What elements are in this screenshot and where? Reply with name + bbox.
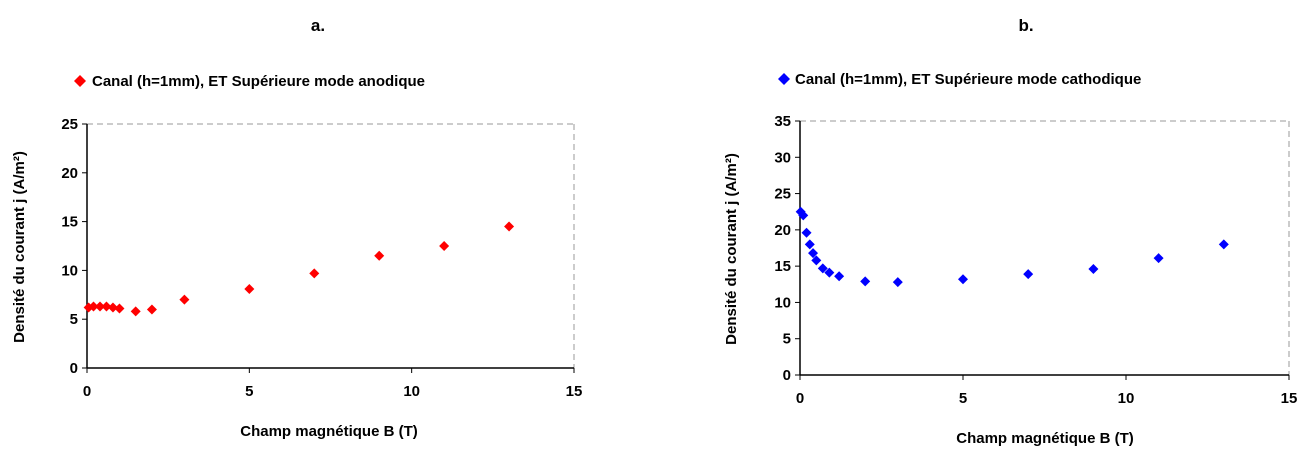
chart-b-legend-label: Canal (h=1mm), ET Supérieure mode cathod… (795, 71, 1141, 88)
chart-b-x-tick-label: 0 (796, 390, 804, 407)
chart-b-x-tick-label: 10 (1118, 390, 1135, 407)
chart-b-data-point (860, 276, 871, 287)
chart-a-data-point (114, 303, 125, 314)
chart-a-x-tick-label: 10 (403, 383, 420, 400)
chart-b-x-axis-title: Champ magnétique B (T) (956, 430, 1134, 447)
chart-a-x-tick-label: 5 (245, 383, 253, 400)
chart-a-y-tick-label: 25 (61, 116, 78, 133)
chart-a-data-point (244, 283, 255, 294)
chart-a-legend-label: Canal (h=1mm), ET Supérieure mode anodiq… (92, 73, 425, 90)
chart-b-x-tick-label: 5 (959, 390, 967, 407)
chart-a-data-point (130, 306, 141, 317)
chart-a-x-axis-title: Champ magnétique B (T) (240, 423, 418, 440)
chart-a-y-tick-label: 10 (61, 262, 78, 279)
chart-a-data-point (179, 294, 190, 305)
chart-a-data-point (146, 304, 157, 315)
chart-b-data-point (892, 277, 903, 288)
chart-a-y-tick-label: 5 (70, 311, 78, 328)
chart-b-y-tick-label: 30 (774, 149, 791, 166)
chart-a-plot-area: 0 5 10 15 20 25 0 5 10 15 (61, 116, 582, 400)
chart-b-y-tick-label: 20 (774, 222, 791, 239)
chart-b-data-point (958, 274, 968, 285)
chart-b-data-point (834, 271, 845, 282)
chart-b-y-tick-label: 0 (783, 367, 791, 384)
chart-a-data-point (107, 302, 118, 313)
chart-b-data-point (808, 248, 819, 259)
chart-b-y-tick-label: 5 (783, 331, 791, 348)
chart-a: a. Canal (h=1mm), ET Supérieure mode ano… (11, 16, 582, 440)
chart-a-data-point (94, 301, 105, 312)
chart-b-data-point (817, 263, 828, 274)
chart-a-data-point (504, 221, 515, 232)
chart-a-y-tick-label: 20 (61, 165, 78, 182)
chart-b-data-point (811, 255, 822, 266)
chart-a-legend: Canal (h=1mm), ET Supérieure mode anodiq… (74, 73, 425, 90)
chart-b-y-tick-label: 25 (774, 186, 791, 203)
chart-a-x-tick-label: 0 (83, 383, 91, 400)
chart-b-data-point (1153, 253, 1164, 264)
chart-b-data-point (1023, 269, 1034, 280)
chart-b-y-tick-label: 10 (774, 294, 791, 311)
chart-b-data-point (824, 267, 835, 278)
chart-b-y-axis-title: Densité du courant j (A/m²) (723, 153, 740, 345)
chart-b-panel-label: b. (1018, 16, 1033, 35)
chart-b-x-tick-label: 15 (1281, 390, 1298, 407)
chart-b-data-point (798, 210, 809, 221)
chart-b-plot-area: 0 5 10 15 20 25 30 35 0 5 10 15 (774, 113, 1297, 407)
chart-a-panel-label: a. (311, 16, 325, 35)
chart-a-data-point (88, 301, 99, 312)
chart-a-y-tick-label: 0 (70, 360, 78, 377)
chart-b-data-point (804, 239, 815, 250)
chart-a-data-point (374, 250, 385, 261)
chart-a-data-point (101, 301, 112, 312)
chart-a-data-point (309, 268, 320, 279)
chart-b-data-point (801, 227, 812, 238)
chart-b-y-tick-label: 15 (774, 258, 791, 275)
chart-b-legend: Canal (h=1mm), ET Supérieure mode cathod… (778, 71, 1141, 88)
chart-a-y-axis-title: Densité du courant j (A/m²) (11, 151, 28, 343)
chart-a-x-tick-label: 15 (566, 383, 583, 400)
chart-b-data-point (1088, 264, 1099, 275)
chart-a-data-point (439, 241, 450, 251)
chart-b-y-tick-label: 35 (774, 113, 791, 130)
chart-b: b. Canal (h=1mm), ET Supérieure mode cat… (723, 16, 1297, 447)
chart-b-legend-marker (778, 73, 790, 85)
chart-a-legend-marker (74, 75, 86, 87)
chart-b-data-point (1218, 239, 1229, 250)
chart-a-y-tick-label: 15 (61, 214, 78, 231)
